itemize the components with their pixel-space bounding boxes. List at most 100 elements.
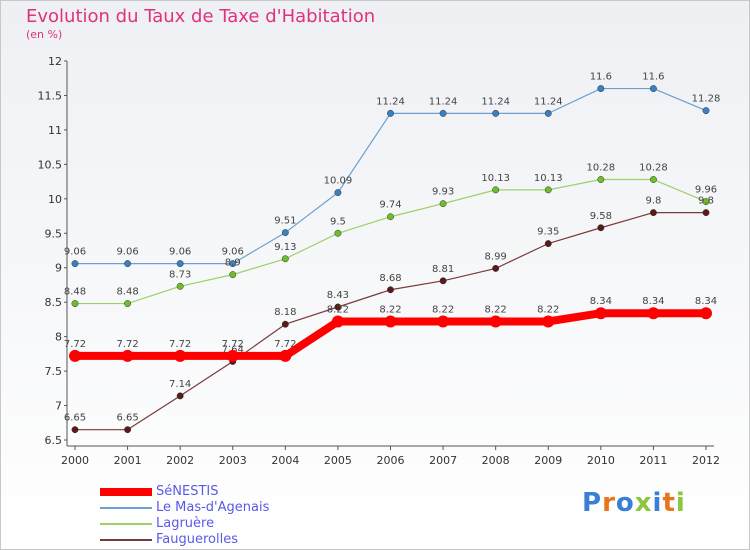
proxiti-logo: Proxiti (582, 488, 686, 518)
data-label: 11.24 (429, 96, 458, 107)
data-label: 6.65 (64, 413, 86, 424)
data-point (229, 260, 237, 268)
x-tick-label: 2004 (271, 454, 299, 467)
legend-swatch (100, 507, 152, 509)
data-point (542, 315, 555, 328)
data-point (71, 300, 79, 308)
logo-letter: i (652, 488, 663, 518)
data-label: 9.96 (695, 185, 717, 196)
logo-letter: o (615, 488, 635, 518)
logo-letter: x (634, 488, 653, 518)
x-tick-label: 2007 (429, 454, 457, 467)
data-label: 8.68 (379, 273, 401, 284)
data-point (492, 264, 500, 272)
y-tick-label: 10 (48, 193, 62, 206)
legend-item: Le Mas-d'Agenais (100, 500, 269, 516)
data-point (384, 315, 397, 328)
data-point (124, 426, 132, 434)
data-label: 9.06 (116, 247, 138, 258)
data-label: 8.34 (642, 296, 664, 307)
data-point (334, 303, 342, 311)
data-label: 11.28 (692, 94, 721, 105)
data-point (174, 349, 187, 362)
data-label: 9.06 (64, 247, 86, 258)
data-point (597, 85, 605, 93)
data-label: 11.24 (376, 96, 405, 107)
data-point (702, 107, 710, 115)
data-label: 8.22 (537, 304, 559, 315)
data-point (700, 307, 712, 320)
data-label: 9.93 (432, 187, 454, 198)
data-label: 7.14 (169, 379, 191, 390)
x-tick-label: 2010 (587, 454, 615, 467)
y-tick-label: 8 (55, 331, 62, 344)
data-point (702, 209, 710, 217)
data-point (121, 349, 134, 362)
data-label: 9.8 (645, 196, 661, 207)
legend-label: Le Mas-d'Agenais (156, 500, 270, 515)
data-label: 10.28 (639, 163, 668, 174)
x-tick-label: 2001 (114, 454, 142, 467)
data-label: 7.72 (64, 339, 86, 350)
data-point (69, 349, 81, 362)
data-point (176, 260, 184, 268)
data-label: 10.09 (324, 176, 353, 187)
data-point (281, 320, 289, 328)
data-point (544, 109, 552, 117)
data-label: 8.99 (485, 251, 507, 262)
logo-letter: i (675, 488, 686, 518)
data-point (176, 392, 184, 400)
data-point (279, 349, 292, 362)
data-label: 8.22 (327, 304, 349, 315)
data-point (334, 189, 342, 197)
x-tick-label: 2011 (639, 454, 667, 467)
data-point (334, 229, 342, 237)
y-tick-label: 11 (48, 124, 62, 137)
y-tick-label: 8.5 (45, 296, 63, 309)
data-label: 6.65 (116, 413, 138, 424)
data-label: 7.72 (222, 339, 244, 350)
data-point (649, 209, 657, 217)
data-point (597, 176, 605, 183)
y-tick-label: 9 (55, 262, 62, 275)
data-label: 11.6 (590, 72, 612, 83)
x-tick-label: 2005 (324, 454, 352, 467)
data-point (281, 255, 289, 263)
data-label: 10.13 (481, 173, 510, 184)
data-label: 9.5 (330, 216, 346, 227)
data-point (594, 307, 607, 320)
data-point (702, 198, 710, 206)
chart-subtitle: (en %) (26, 28, 63, 41)
data-point (387, 213, 394, 221)
y-tick-label: 7.5 (45, 365, 63, 378)
data-label: 9.35 (537, 227, 559, 238)
data-label: 8.48 (64, 287, 86, 298)
data-point (71, 426, 79, 434)
data-label: 10.13 (534, 173, 563, 184)
data-label: 10.28 (587, 163, 616, 174)
logo-letter: r (602, 488, 616, 518)
data-label: 7.72 (274, 339, 296, 350)
data-label: 7.72 (169, 339, 191, 350)
data-label: 9.13 (274, 242, 296, 253)
data-label: 9.51 (274, 216, 296, 227)
data-point (597, 224, 605, 232)
data-label: 9.06 (169, 247, 191, 258)
data-label: 8.48 (116, 287, 138, 298)
data-point (331, 315, 344, 328)
x-tick-label: 2008 (482, 454, 510, 467)
legend-label: SéNESTIS (156, 484, 219, 499)
data-label: 8.9 (225, 258, 241, 269)
data-label: 11.24 (481, 96, 510, 107)
data-point (124, 260, 132, 268)
legend-item: Lagruère (100, 516, 269, 532)
legend-swatch (100, 539, 152, 541)
data-point (229, 271, 237, 279)
data-point (489, 315, 502, 328)
data-label: 11.24 (534, 96, 563, 107)
y-tick-label: 12 (48, 55, 62, 68)
data-point (647, 307, 660, 320)
data-point (439, 200, 447, 208)
legend-item: SéNESTIS (100, 484, 269, 500)
